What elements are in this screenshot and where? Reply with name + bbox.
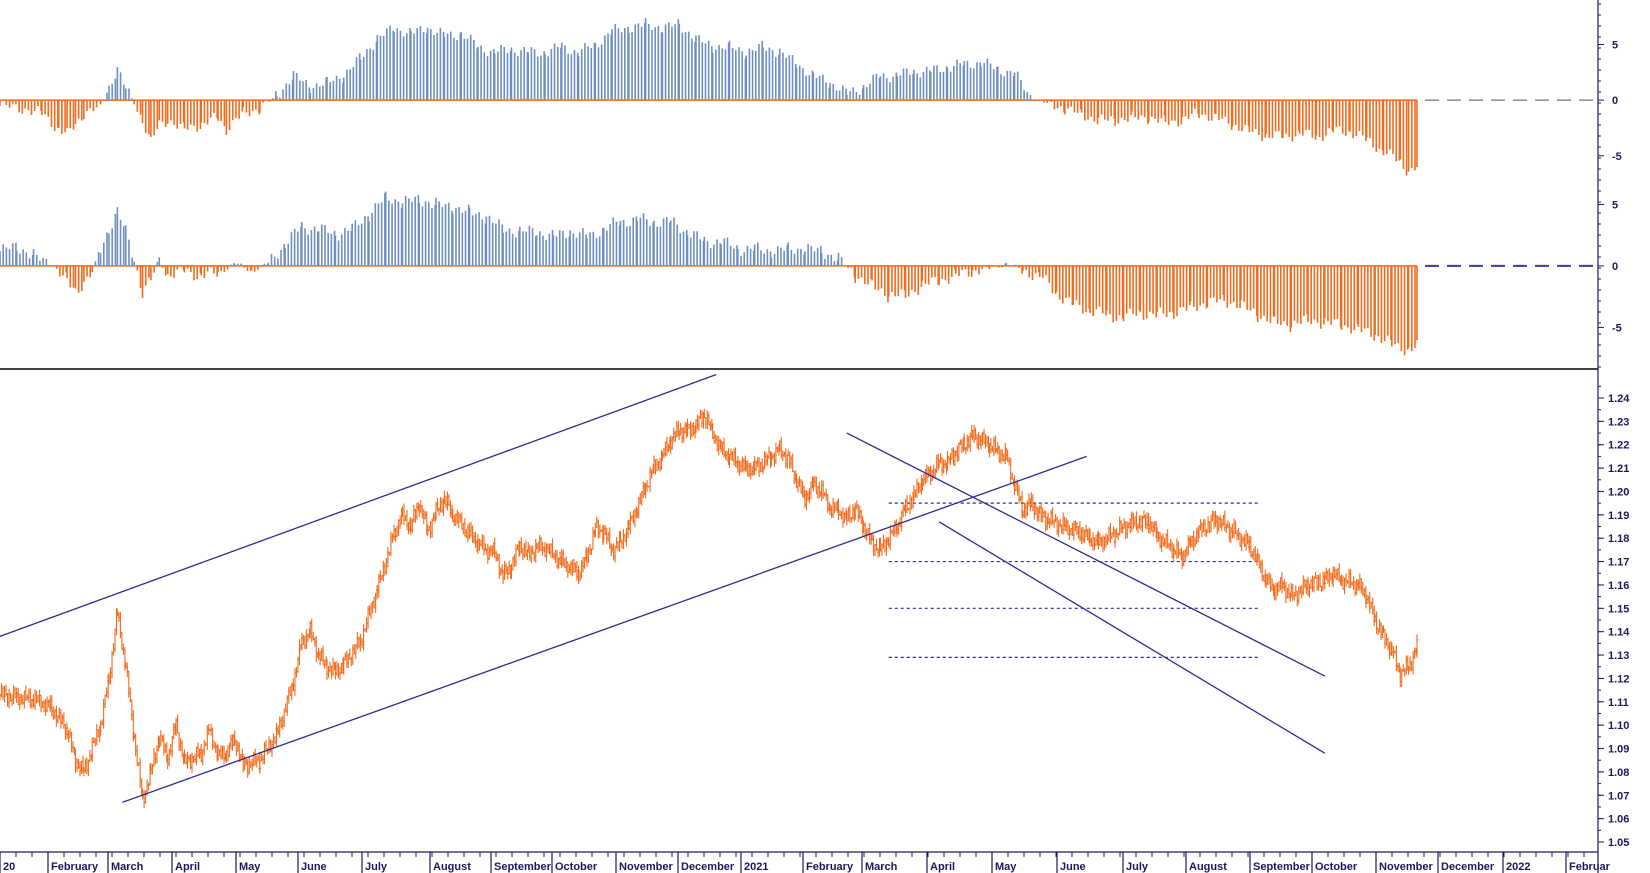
- y-tick-label: 0: [1612, 261, 1618, 273]
- x-tick-label: July: [1126, 861, 1149, 873]
- lower-channel-trendline: [122, 455, 1087, 803]
- upper-channel-trendline: [0, 374, 717, 637]
- y-tick-label: 1.11: [1608, 697, 1629, 709]
- y-tick-label: 1.06: [1608, 814, 1629, 826]
- y-tick-label: 1.15: [1608, 603, 1629, 615]
- x-tick-label: Februar: [1569, 861, 1611, 873]
- y-tick-label: 1.18: [1608, 533, 1629, 545]
- x-tick-label: September: [1253, 861, 1311, 873]
- oscillator-middle-panel: [0, 191, 1598, 356]
- price-panel: [0, 374, 1419, 808]
- y-tick-label: -5: [1612, 322, 1622, 334]
- y-tick-label: 5: [1612, 40, 1618, 52]
- y-tick-label: 1.17: [1608, 557, 1629, 569]
- x-tick-label: July: [365, 861, 388, 873]
- x-tick-label: November: [1379, 861, 1434, 873]
- x-tick-label: March: [865, 861, 898, 873]
- y-tick-label: 5: [1612, 199, 1618, 211]
- desc-lower-trendline: [938, 521, 1326, 754]
- x-tick-label: October: [1315, 861, 1358, 873]
- x-tick-label: June: [1060, 861, 1086, 873]
- y-tick-label: 1.14: [1608, 627, 1630, 639]
- x-tick-label: May: [995, 861, 1017, 873]
- y-tick-label: 1.05: [1608, 837, 1629, 849]
- x-tick-label: 20: [3, 861, 15, 873]
- x-tick-label: December: [1441, 861, 1495, 873]
- x-tick-label: March: [111, 861, 144, 873]
- y-tick-label: 1.09: [1608, 744, 1629, 756]
- x-tick-label: June: [301, 861, 327, 873]
- x-tick-label: November: [619, 861, 674, 873]
- x-tick-label: August: [1189, 861, 1227, 873]
- y-tick-label: 1.12: [1608, 673, 1629, 685]
- y-tick-label: 1.24: [1608, 393, 1630, 405]
- oscillator-top-panel: [0, 18, 1598, 176]
- y-tick-label: 1.10: [1608, 720, 1629, 732]
- y-tick-label: 1.22: [1608, 440, 1629, 452]
- x-tick-label: April: [930, 861, 955, 873]
- x-tick-label: December: [681, 861, 735, 873]
- x-tick-label: 2021: [744, 861, 768, 873]
- y-tick-label: 1.19: [1608, 510, 1629, 522]
- y-tick-label: 1.20: [1608, 486, 1629, 498]
- y-tick-label: 1.08: [1608, 767, 1629, 779]
- y-tick-label: 1.07: [1608, 790, 1629, 802]
- x-tick-label: April: [175, 861, 200, 873]
- x-tick-label: February: [806, 861, 854, 873]
- x-tick-label: May: [239, 861, 261, 873]
- y-tick-label: 1.13: [1608, 650, 1629, 662]
- desc-upper-trendline: [846, 432, 1326, 677]
- y-tick-label: 1.16: [1608, 580, 1629, 592]
- x-tick-label: August: [433, 861, 471, 873]
- x-tick-label: 2022: [1506, 861, 1530, 873]
- y-tick-label: 1.23: [1608, 416, 1629, 428]
- x-tick-label: February: [51, 861, 99, 873]
- x-tick-label: September: [494, 861, 552, 873]
- x-tick-label: October: [555, 861, 598, 873]
- y-tick-label: -5: [1612, 151, 1622, 163]
- y-tick-label: 0: [1612, 95, 1618, 107]
- y-tick-label: 1.21: [1608, 463, 1629, 475]
